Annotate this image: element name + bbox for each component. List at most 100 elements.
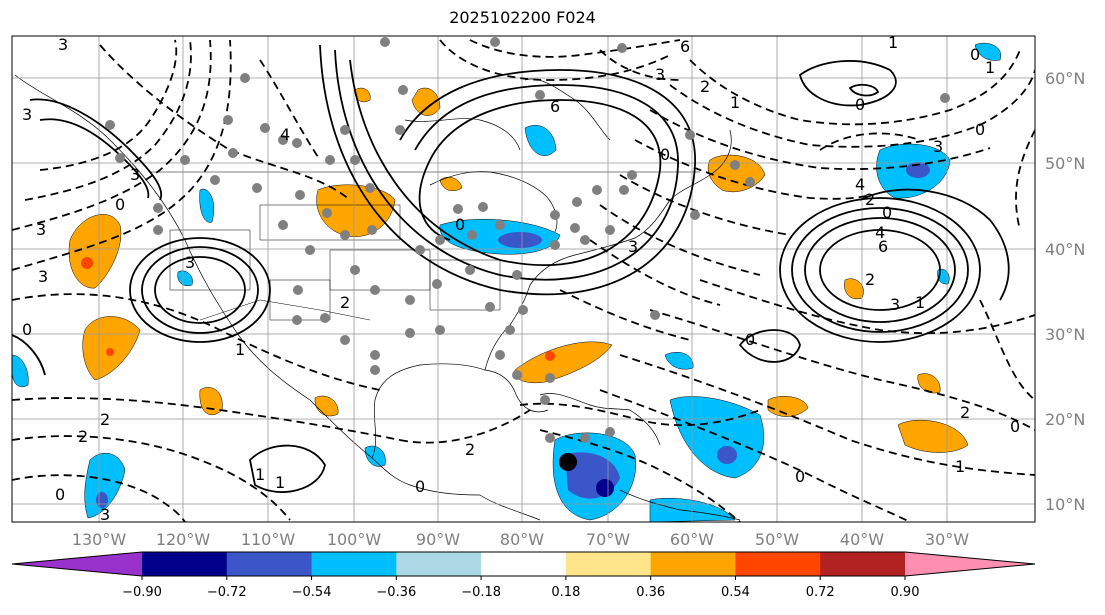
contour-label: 0 (882, 203, 892, 222)
lon-tick-label: 130°W (72, 530, 127, 549)
contour-label: 2 (340, 293, 350, 312)
contour-label: 1 (235, 340, 245, 359)
contour-label: 4 (280, 125, 290, 144)
colorbar-bin (820, 552, 906, 576)
negative-shading-core (498, 232, 542, 248)
negative-shading (177, 270, 193, 286)
contour-label: 0 (455, 215, 465, 234)
colorbar-bin (565, 552, 652, 576)
map-plot-area: 3 3 3 6 2 1 0 0 3 1 3 4 0 3 4 3 6 4 0 3 … (12, 33, 1035, 524)
negative-shading (12, 354, 29, 388)
contour-label: 3 (655, 65, 665, 84)
contour-label: 2 (700, 77, 710, 96)
contour-label: 0 (855, 95, 865, 114)
contour-label: 3 (890, 295, 900, 314)
negative-shading (84, 452, 126, 519)
negative-shading (524, 125, 557, 156)
colorbar-label: 0.36 (636, 585, 665, 600)
contour-label: 0 (975, 120, 985, 139)
negative-shading (364, 445, 386, 467)
contour-label: 1 (730, 93, 740, 112)
colorbar-bin (142, 552, 228, 576)
contour-label: 3 (100, 505, 110, 524)
colorbar-label: −0.72 (207, 585, 247, 600)
contour-label: 3 (58, 35, 68, 54)
shaded-regions (12, 42, 1002, 522)
latitude-labels: 10°N 20°N 30°N 40°N 50°N 60°N (1045, 69, 1085, 514)
contour-label: 0 (55, 485, 65, 504)
lon-tick-label: 100°W (327, 530, 382, 549)
negative-shading (199, 188, 215, 223)
contour-label: 4 (855, 175, 865, 194)
colorbar-label: −0.54 (292, 585, 332, 600)
dashed-contours (12, 39, 1035, 522)
colorbar-bin (481, 552, 567, 576)
negative-shading (664, 352, 694, 370)
colorbar-bin (311, 552, 397, 576)
positive-shading (767, 396, 809, 417)
lat-tick-label: 20°N (1045, 410, 1085, 429)
lat-tick-label: 10°N (1045, 495, 1085, 514)
contour-label: 0 (660, 145, 670, 164)
colorbar-extend-low (12, 552, 142, 576)
contour-label: 1 (915, 293, 925, 312)
contour-label: 0 (115, 195, 125, 214)
colorbar-bin (735, 552, 821, 576)
positive-shading (897, 419, 969, 453)
lat-tick-label: 50°N (1045, 154, 1085, 173)
lat-tick-label: 40°N (1045, 240, 1085, 259)
lon-tick-label: 40°W (840, 530, 884, 549)
contour-label: 3 (22, 105, 32, 124)
contour-label: 0 (970, 45, 980, 64)
contour-label: 0 (415, 477, 425, 496)
lon-tick-label: 110°W (241, 530, 296, 549)
contour-label: 2 (960, 403, 970, 422)
contour-label: 1 (275, 473, 285, 492)
colorbar-label: 0.18 (551, 585, 580, 600)
lon-tick-label: 90°W (416, 530, 460, 549)
negative-shading (974, 42, 1002, 61)
colorbar-extend-high (905, 552, 1035, 576)
coastlines (14, 74, 741, 521)
lon-tick-label: 70°W (586, 530, 630, 549)
colorbar-label: 0.72 (806, 585, 835, 600)
colorbar-bin (650, 552, 736, 576)
colorbar-label: −0.90 (122, 585, 162, 600)
contour-label: 6 (878, 237, 888, 256)
contour-label: 6 (550, 97, 560, 116)
positive-shading (68, 214, 122, 289)
colorbar-label: −0.18 (461, 585, 501, 600)
colorbar-label: −0.36 (376, 585, 416, 600)
contour-label: 3 (185, 253, 195, 272)
negative-shading-core (717, 446, 737, 464)
map-title: 2025102200 F024 (449, 8, 596, 27)
positive-shading (514, 341, 613, 384)
negative-shading-core (596, 479, 614, 497)
contour-label: 2 (78, 427, 88, 446)
lon-tick-label: 80°W (500, 530, 544, 549)
colorbar-bin (396, 552, 482, 576)
contour-label: 0 (22, 320, 32, 339)
positive-shading-core (81, 257, 93, 269)
lat-tick-label: 30°N (1045, 325, 1085, 344)
positive-shading-core (106, 348, 114, 356)
negative-shading-core (906, 162, 930, 178)
lon-tick-label: 120°W (156, 530, 211, 549)
contour-label: 2 (865, 270, 875, 289)
contour-label: 2 (465, 440, 475, 459)
contour-label: 6 (680, 37, 690, 56)
lon-tick-label: 50°W (755, 530, 799, 549)
contour-label: 3 (36, 220, 46, 239)
positive-shading-core (545, 351, 555, 361)
solid-contours (12, 44, 1010, 493)
positive-shading (917, 373, 941, 394)
contour-label: 1 (955, 457, 965, 476)
contour-label: 1 (255, 465, 265, 484)
contour-label: 0 (1010, 417, 1020, 436)
lon-tick-label: 60°W (670, 530, 714, 549)
contour-label: 3 (130, 165, 140, 184)
contour-label: 3 (38, 267, 48, 286)
colorbar-label: 0.54 (721, 585, 750, 600)
contour-label: 2 (865, 190, 875, 209)
contour-label: 1 (888, 33, 898, 52)
